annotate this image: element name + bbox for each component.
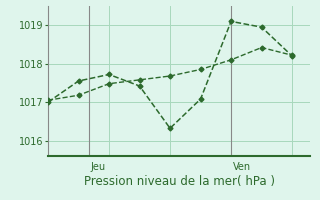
- Text: Ven: Ven: [233, 162, 251, 172]
- X-axis label: Pression niveau de la mer( hPa ): Pression niveau de la mer( hPa ): [84, 175, 275, 188]
- Text: Jeu: Jeu: [91, 162, 106, 172]
